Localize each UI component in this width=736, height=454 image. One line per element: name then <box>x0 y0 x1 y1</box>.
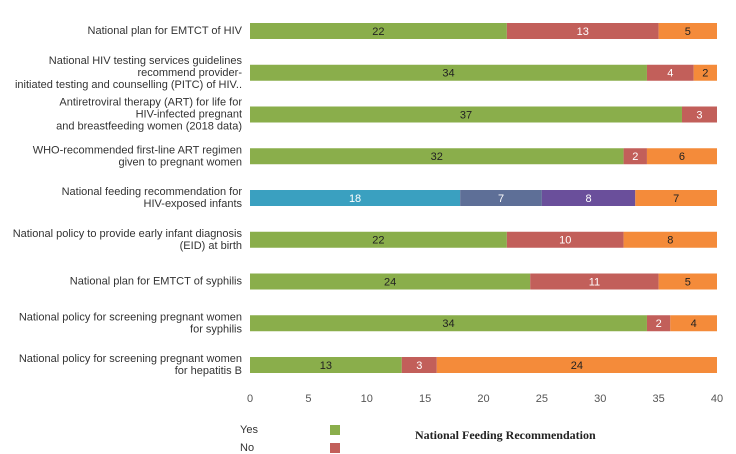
bar-segment <box>250 315 647 332</box>
bar-segment <box>541 190 636 206</box>
data-label: 37 <box>460 109 472 121</box>
data-label: 2 <box>632 151 638 163</box>
data-label: 5 <box>685 26 691 38</box>
data-label: 8 <box>586 193 592 205</box>
bar-segment <box>436 357 717 373</box>
data-label: 7 <box>498 193 504 205</box>
bar-segment <box>460 190 542 206</box>
bar-segment <box>623 148 647 165</box>
bar-segment <box>623 231 717 248</box>
legend-label: No <box>240 442 254 454</box>
y-tick-label: National feeding recommendation for HIV-e… <box>62 186 243 210</box>
x-tick-label: 30 <box>594 393 606 405</box>
bar-segment <box>250 148 624 165</box>
data-label: 2 <box>656 318 662 330</box>
legend-swatch <box>330 443 340 453</box>
legend-title: National Feeding Recommendation <box>415 428 596 442</box>
y-tick-label: National HIV testing services guidelines… <box>15 55 243 91</box>
data-label: 18 <box>349 193 361 205</box>
data-label: 13 <box>577 26 589 38</box>
y-tick-label: National plan for EMTCT of syphilis <box>70 275 243 287</box>
x-tick-label: 20 <box>477 393 489 405</box>
data-label: 6 <box>679 151 685 163</box>
bar-segment <box>670 315 717 332</box>
data-label: 7 <box>673 193 679 205</box>
bar-segment <box>530 273 659 290</box>
y-tick-label: National policy for screening pregnant w… <box>19 311 243 335</box>
bar-segment <box>401 357 437 373</box>
x-tick-label: 5 <box>305 393 311 405</box>
data-label: 4 <box>667 68 673 80</box>
bar-segment <box>250 64 647 81</box>
bar-segment <box>646 148 717 165</box>
bar-segment <box>506 23 659 39</box>
bar-segment <box>250 190 461 206</box>
bar-segment <box>250 231 507 248</box>
x-tick-label: 0 <box>247 393 253 405</box>
data-label: 22 <box>372 235 384 247</box>
y-tick-label: National policy to provide early infant … <box>13 228 243 252</box>
data-label: 13 <box>320 360 332 372</box>
y-tick-label: WHO-recommended first-line ART regimen gi… <box>33 144 242 168</box>
legend-label: Yes <box>240 424 258 436</box>
x-tick-label: 40 <box>711 393 723 405</box>
x-tick-label: 10 <box>361 393 373 405</box>
bar-segment <box>250 23 507 39</box>
bar-segment <box>681 106 717 123</box>
data-label: 22 <box>372 26 384 38</box>
bar-segment <box>250 273 531 290</box>
data-label: 10 <box>559 235 571 247</box>
data-label: 2 <box>702 68 708 80</box>
y-tick-label: National plan for EMTCT of HIV <box>88 25 243 37</box>
data-label: 3 <box>696 109 702 121</box>
bar-segment <box>693 64 717 81</box>
x-tick-label: 35 <box>653 393 665 405</box>
data-label: 34 <box>442 318 454 330</box>
data-label: 24 <box>384 276 396 288</box>
bar-segment <box>506 231 624 248</box>
data-label: 24 <box>571 360 583 372</box>
bar-segment <box>646 64 694 81</box>
y-tick-label: Antiretroviral therapy (ART) for life fo… <box>56 96 242 132</box>
data-label: 5 <box>685 276 691 288</box>
bar-segment <box>658 273 717 290</box>
data-label: 11 <box>589 276 600 288</box>
bar-segment <box>250 106 682 123</box>
bar-segment <box>250 357 402 373</box>
x-tick-label: 25 <box>536 393 548 405</box>
data-label: 4 <box>691 318 697 330</box>
data-label: 32 <box>431 151 443 163</box>
data-label: 34 <box>442 68 454 80</box>
y-tick-label: National policy for screening pregnant w… <box>19 353 242 377</box>
data-label: 8 <box>667 235 673 247</box>
bar-segment <box>646 315 671 332</box>
bar-segment <box>635 190 717 206</box>
legend-swatch <box>330 425 340 435</box>
data-label: 3 <box>416 360 422 372</box>
bar-segment <box>658 23 717 39</box>
x-tick-label: 15 <box>419 393 431 405</box>
